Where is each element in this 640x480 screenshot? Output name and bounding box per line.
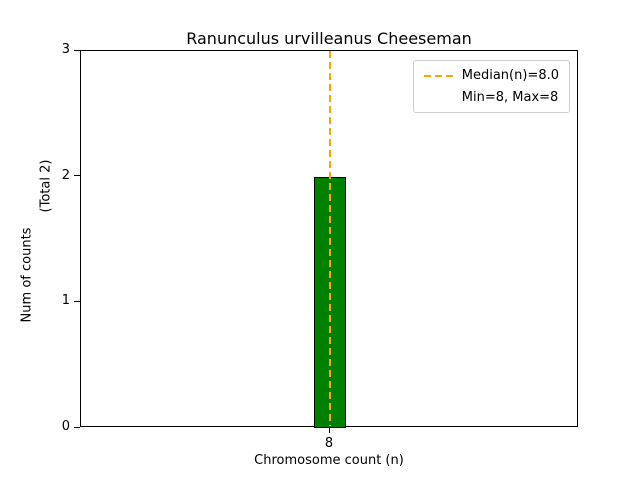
legend: Median(n)=8.0 Min=8, Max=8 [412, 60, 570, 113]
y-tick-mark [74, 300, 80, 302]
y-tick-mark [74, 175, 80, 177]
x-axis-label: Chromosome count (n) [254, 453, 404, 468]
y-tick-label: 0 [61, 419, 70, 434]
y-tick-mark [74, 426, 80, 428]
y-tick-label: 2 [61, 167, 70, 183]
empty-legend-handle [424, 97, 454, 99]
plot-area: Median(n)=8.0 Min=8, Max=8 [80, 50, 578, 428]
x-tick-mark [328, 427, 330, 433]
legend-entry-median: Median(n)=8.0 [423, 68, 559, 83]
x-tick-label: 8 [324, 436, 334, 451]
legend-entry-minmax: Min=8, Max=8 [424, 90, 559, 105]
chart-title: Ranunculus urvilleanus Cheeseman [186, 29, 472, 48]
median-line [329, 51, 331, 426]
legend-label-minmax: Min=8, Max=8 [461, 90, 559, 105]
y-tick-label: 3 [61, 42, 70, 57]
y-axis-label: Num of counts [19, 227, 35, 323]
legend-label-median: Median(n)=8.0 [461, 68, 559, 83]
y-tick-mark [74, 49, 80, 51]
dashed-line-legend-handle [423, 74, 454, 77]
y-tick-label: 1 [61, 293, 70, 309]
